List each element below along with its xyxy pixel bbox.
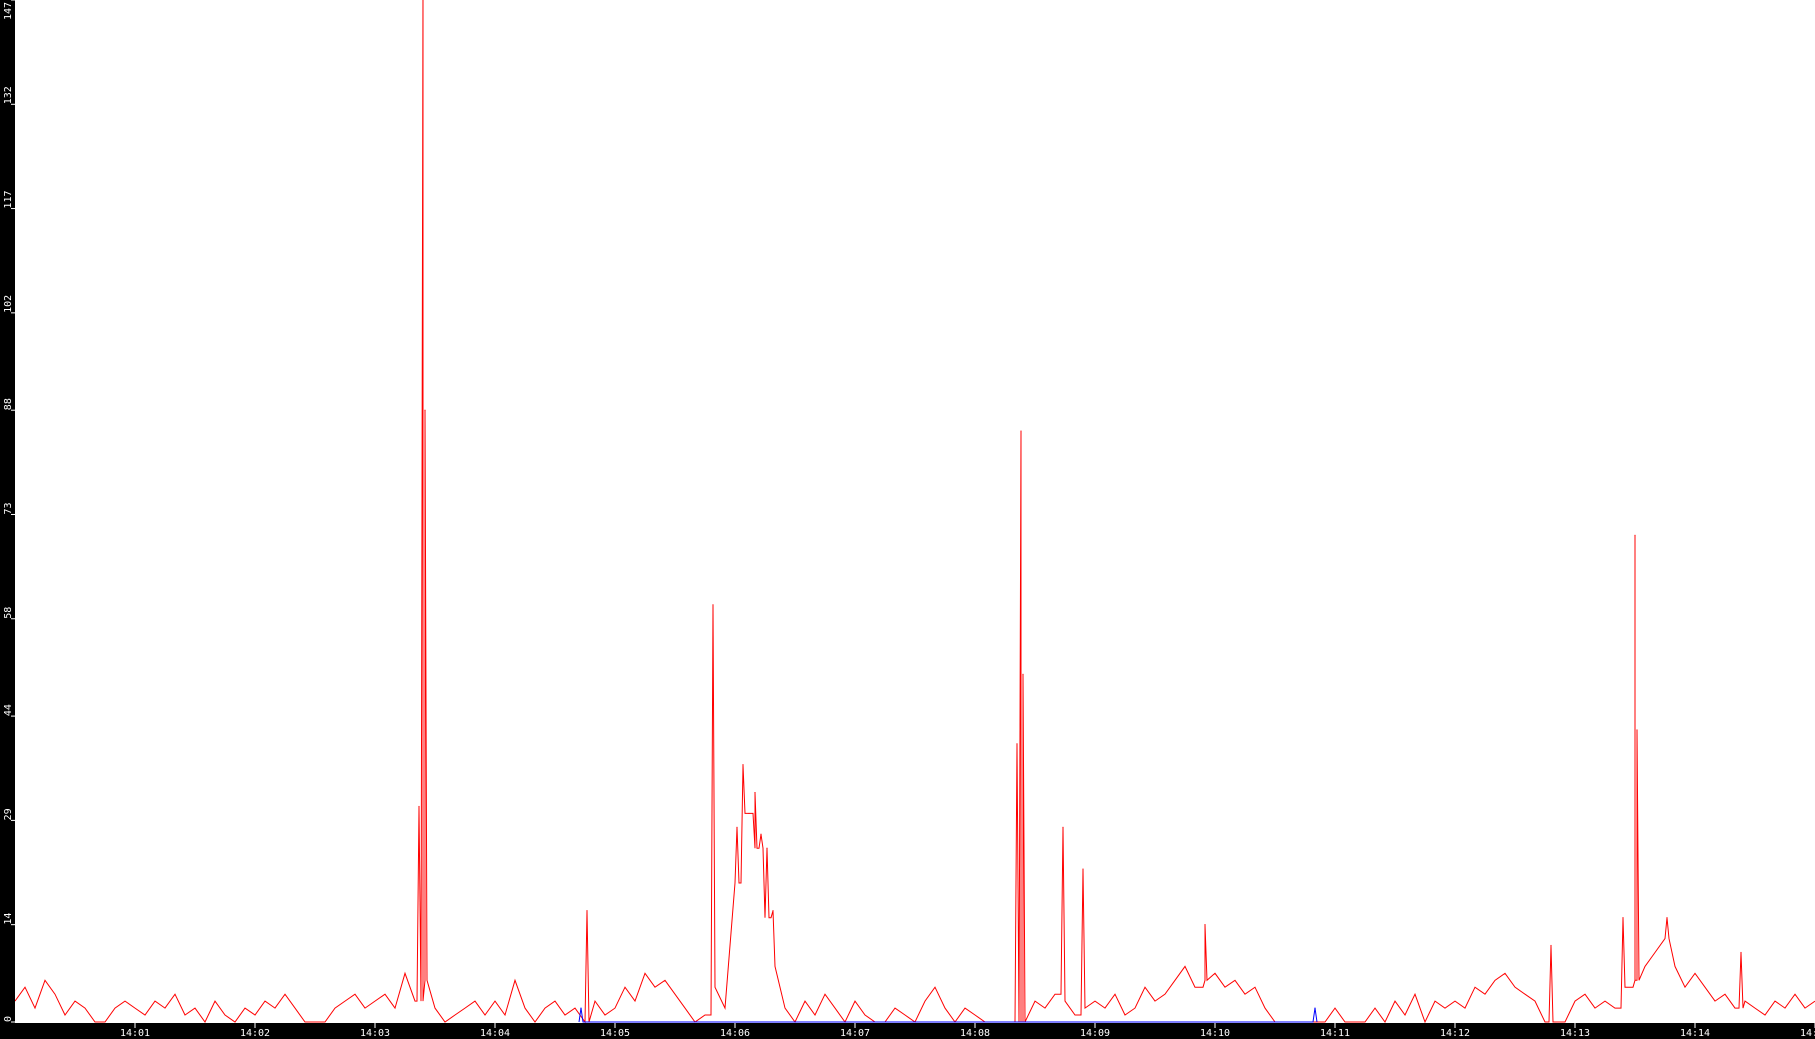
x-tick-label: 14:15 — [1800, 1028, 1815, 1039]
x-tick-label: 14:04 — [480, 1028, 510, 1039]
series-line-red — [14, 0, 1815, 1024]
data-point — [736, 826, 738, 828]
x-tick-label: 14:13 — [1560, 1028, 1590, 1039]
y-tick-label: 44 — [3, 704, 14, 716]
y-tick-label: 14 — [3, 913, 14, 925]
x-tick-label: 14:08 — [960, 1028, 990, 1039]
x-tick-label: 14:12 — [1440, 1028, 1470, 1039]
data-point — [580, 1007, 582, 1009]
data-point — [1622, 917, 1624, 919]
data-point — [424, 409, 426, 411]
series-layer — [14, 0, 1815, 1024]
plot-background — [15, 0, 1815, 1023]
data-point — [1314, 1007, 1316, 1009]
data-point — [418, 805, 420, 808]
x-axis-bar — [0, 1023, 1815, 1039]
series-line-blue — [578, 1008, 1318, 1023]
y-tick-label: 132 — [3, 86, 14, 104]
data-point — [1022, 673, 1024, 675]
y-axis-bar — [0, 0, 15, 1039]
data-point — [742, 764, 744, 766]
data-point — [1636, 729, 1638, 731]
data-point — [1204, 924, 1206, 926]
data-point — [1016, 743, 1018, 745]
y-tick-label: 0 — [3, 1016, 14, 1022]
y-tick-label: 117 — [3, 191, 14, 209]
data-point — [1634, 534, 1636, 536]
y-tick-label: 147 — [3, 2, 14, 20]
x-tick-label: 14:02 — [240, 1028, 270, 1039]
x-tick-label: 14:03 — [360, 1028, 390, 1039]
y-tick-label: 73 — [3, 502, 14, 514]
data-point — [1020, 430, 1022, 432]
data-point — [760, 833, 762, 835]
y-axis-ticks: 0 14 29 44 58 73 88 102 117 132 147 — [3, 0, 15, 1023]
x-axis-ticks: 14:01 14:02 14:03 14:04 14:05 14:06 14:07 14:08… — [120, 1023, 1815, 1039]
data-point — [1082, 868, 1084, 870]
data-point — [1740, 951, 1742, 954]
data-point — [754, 791, 756, 794]
x-tick-label: 14:01 — [120, 1028, 150, 1039]
y-tick-label: 29 — [3, 808, 14, 820]
data-point — [712, 604, 714, 606]
x-tick-label: 14:07 — [840, 1028, 870, 1039]
x-tick-label: 14:06 — [720, 1028, 750, 1039]
y-tick-label: 88 — [3, 398, 14, 410]
x-tick-label: 14:05 — [600, 1028, 630, 1039]
y-tick-label: 58 — [3, 607, 14, 619]
x-tick-label: 14:14 — [1680, 1028, 1710, 1039]
x-tick-label: 14:10 — [1200, 1028, 1230, 1039]
y-tick-label: 102 — [3, 295, 14, 313]
x-tick-label: 14:09 — [1080, 1028, 1110, 1039]
data-point — [766, 847, 768, 849]
x-tick-label: 14:11 — [1320, 1028, 1350, 1039]
data-point — [772, 910, 774, 912]
data-point — [748, 812, 750, 815]
data-point — [1550, 944, 1552, 947]
data-point — [1666, 917, 1668, 919]
data-point — [586, 910, 588, 912]
data-point — [1062, 826, 1064, 828]
